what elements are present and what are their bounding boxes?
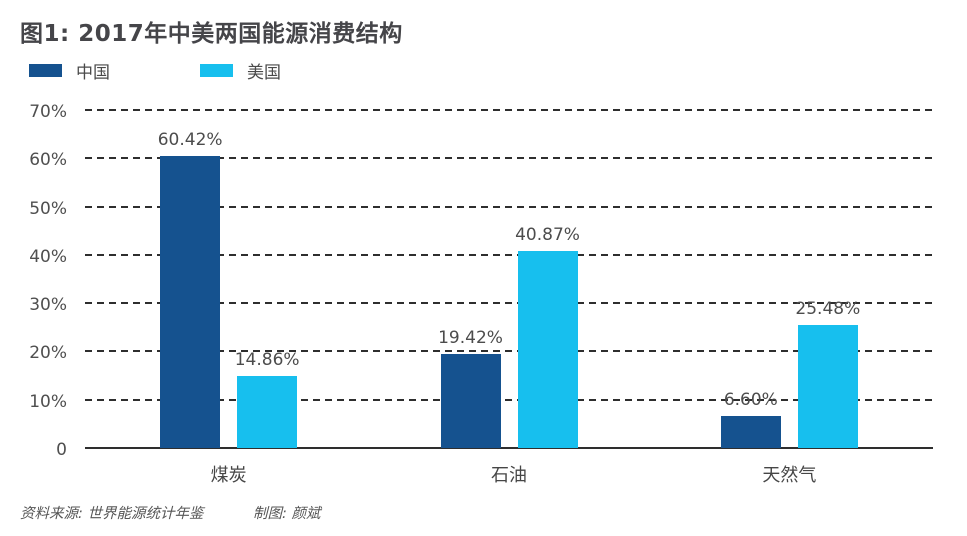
gridline-60 bbox=[85, 157, 933, 160]
value-label-china-gas: 6.60% bbox=[723, 390, 778, 411]
y-tick-label-0: 0 bbox=[56, 440, 67, 460]
footer-notes: 资料来源: 世界能源统计年鉴 制图: 颜斌 bbox=[20, 502, 940, 524]
bar-china-coal bbox=[160, 156, 221, 448]
gridline-20 bbox=[85, 350, 933, 353]
legend-swatch-china bbox=[29, 64, 62, 77]
legend-item-usa: 美国 bbox=[200, 58, 281, 83]
bar-usa-oil bbox=[517, 250, 578, 448]
legend: 中国 美国 bbox=[0, 58, 967, 83]
gridline-70 bbox=[85, 109, 933, 111]
y-tick-label-30: 30% bbox=[29, 295, 67, 316]
credit-note: 制图: 颜斌 bbox=[253, 506, 321, 522]
value-label-usa-oil: 40.87% bbox=[515, 224, 580, 245]
bar-usa-gas bbox=[797, 324, 858, 448]
y-tick-label-70: 70% bbox=[29, 102, 67, 122]
legend-label-china: 中国 bbox=[76, 63, 110, 83]
gridline-30 bbox=[85, 302, 933, 305]
y-tick-label-40: 40% bbox=[29, 246, 67, 267]
x-axis-line bbox=[85, 447, 933, 449]
x-category-label-oil: 石油 bbox=[491, 465, 527, 486]
gridline-50 bbox=[85, 205, 933, 208]
gridline-40 bbox=[85, 253, 933, 256]
chart-title: 图1: 2017年中美两国能源消费结构 bbox=[20, 21, 403, 47]
legend-swatch-usa bbox=[200, 64, 233, 77]
x-category-label-coal: 煤炭 bbox=[210, 465, 247, 486]
value-label-usa-gas: 25.48% bbox=[795, 298, 861, 319]
y-tick-label-10: 10% bbox=[29, 391, 67, 412]
value-label-china-coal: 60.42% bbox=[157, 130, 223, 151]
legend-label-usa: 美国 bbox=[247, 63, 281, 83]
y-tick-label-50: 50% bbox=[29, 198, 67, 219]
y-tick-label-60: 60% bbox=[29, 150, 67, 171]
bar-china-oil bbox=[440, 354, 501, 448]
source-note: 资料来源: 世界能源统计年鉴 bbox=[20, 506, 204, 522]
bar-usa-coal bbox=[237, 376, 298, 448]
value-label-usa-coal: 14.86% bbox=[234, 350, 300, 371]
bar-china-gas bbox=[720, 416, 781, 448]
value-label-china-oil: 19.42% bbox=[438, 328, 503, 349]
legend-item-china: 中国 bbox=[29, 58, 110, 83]
y-tick-label-20: 20% bbox=[29, 343, 67, 364]
gridline-10 bbox=[85, 398, 933, 401]
x-category-label-gas: 天然气 bbox=[762, 465, 817, 486]
